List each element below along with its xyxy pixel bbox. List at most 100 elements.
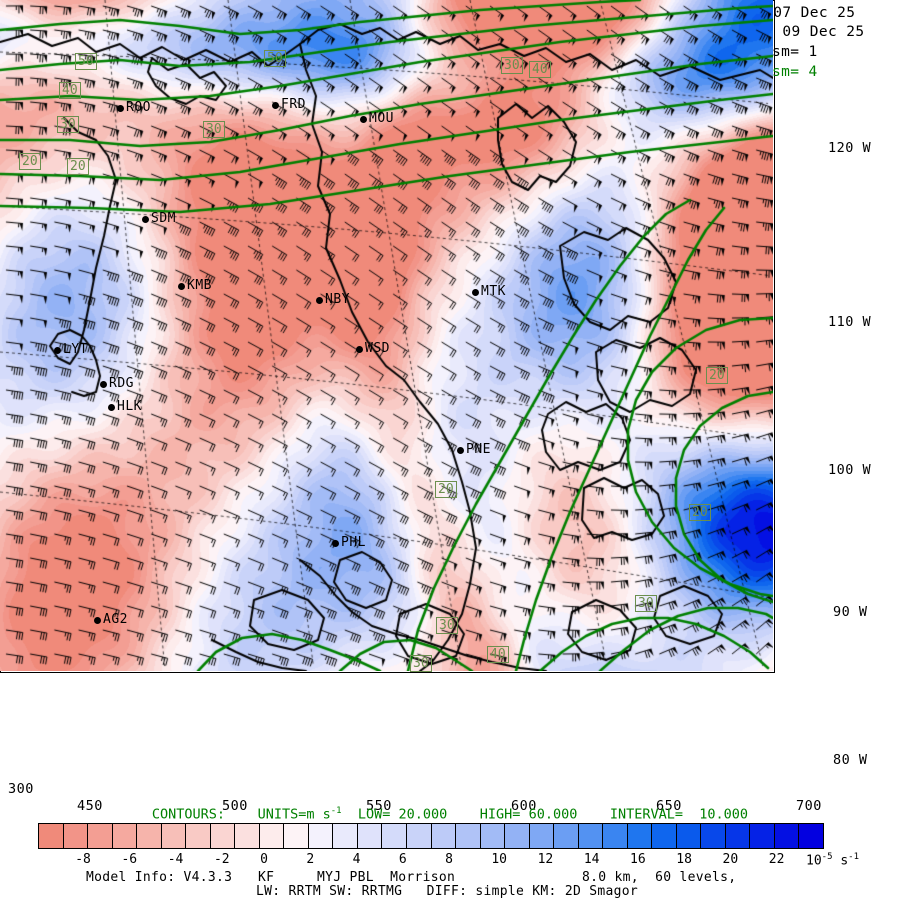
colorbar-cell-17 xyxy=(456,824,481,848)
colorbar-tick--4: -4 xyxy=(167,852,184,867)
colorbar-cell-26 xyxy=(676,824,702,848)
station-label: PNE xyxy=(466,442,491,457)
units-exponent: -1 xyxy=(330,806,342,816)
station-label: RDG xyxy=(109,376,134,391)
contour-label-20-10: 20 xyxy=(435,481,457,498)
colorbar-cell-20 xyxy=(529,824,555,848)
model-info-radiation-diff: LW: RRTM SW: RRTMG DIFF: simple KM: 2D S… xyxy=(256,884,638,899)
bottom-tick-label-5: 700 xyxy=(796,798,822,814)
contour-label-overlay: 50 40 30 30 20 20 50 30 20 20 20 30 30 40 30 40 xyxy=(19,50,728,672)
colorbar-tick-20: 20 xyxy=(722,852,739,867)
station-dot-icon xyxy=(108,404,115,411)
contour-label-50-0: 50 xyxy=(75,53,97,70)
station-dot-icon xyxy=(356,346,363,353)
colorbar-tick-18: 18 xyxy=(676,852,692,867)
colorbar-tick-8: 8 xyxy=(445,852,453,867)
colorbar-cell-4 xyxy=(137,824,162,848)
station-dot-icon xyxy=(332,540,339,547)
colorbar-cell-11 xyxy=(308,824,334,848)
colorbar-cell-19 xyxy=(505,824,530,848)
station-dot-icon xyxy=(178,283,185,290)
contour-info-line: CONTOURS: UNITS=m s-1 LOW= 20.000 HIGH= … xyxy=(0,806,900,823)
colorbar-cell-8 xyxy=(235,824,260,848)
colorbar-cell-21 xyxy=(554,824,579,848)
low-label: LOW= xyxy=(357,806,391,823)
station-label: LYT xyxy=(63,342,88,357)
contour-label-30-12: 30 xyxy=(436,617,458,634)
contour-label-20-5: 20 xyxy=(67,158,89,175)
colorbar-cell-27 xyxy=(701,824,726,848)
colorbar-cell-15 xyxy=(406,824,432,848)
interval-label: INTERVAL= xyxy=(609,806,684,823)
contour-label-20-4: 20 xyxy=(19,153,41,170)
colorbar-tick-labels: -8 -6 -4 -2 0 2 4 6 8 10 12 14 16 18 20 22 xyxy=(0,852,900,872)
bottom-tick-label-2: 550 xyxy=(366,798,392,814)
station-label: NBY xyxy=(325,292,350,307)
station-label: SDM xyxy=(151,211,176,226)
station-overlay: ROO FRD MOU SDM KMB NBY MTK WSD LYT RDG HLK PNE PHL A… xyxy=(54,97,506,627)
colorbar-units: 10-5 s-1 xyxy=(806,852,859,868)
colorbar-cell-23 xyxy=(603,824,628,848)
colorbar-tick-4: 4 xyxy=(352,852,361,867)
field-primary-smoothing: sm= 1 xyxy=(772,44,818,60)
contours-label: CONTOURS: xyxy=(151,806,226,823)
contour-label-50-6: 50 xyxy=(264,50,286,67)
colorbar-tick-6: 6 xyxy=(398,852,407,867)
colorbar-cell-1 xyxy=(63,824,89,848)
colorbar-cell-0 xyxy=(39,824,64,848)
colorbar-tick--2: -2 xyxy=(213,852,230,867)
colorbar-tick-22: 22 xyxy=(768,852,785,867)
contour-label-40-13: 40 xyxy=(487,646,509,663)
model-info-resolution: 8.0 km, 60 levels, xyxy=(582,870,737,885)
left-tick-label-4: 300 xyxy=(8,781,34,797)
station-dot-icon xyxy=(117,105,124,112)
contour-label-30-11: 30 xyxy=(635,595,657,612)
field-secondary-smoothing: sm= 4 xyxy=(772,64,818,80)
contour-label-30-7: 30 xyxy=(501,57,523,74)
colorbar-cell-14 xyxy=(382,824,407,848)
right-tick-label-3: 90 W xyxy=(833,604,868,620)
high-value: 60.000 xyxy=(528,806,578,823)
station-label: MOU xyxy=(369,111,394,126)
colorbar-cell-30 xyxy=(774,824,800,848)
bottom-tick-label-1: 500 xyxy=(222,798,248,814)
contour-label-20-9: 20 xyxy=(689,504,711,521)
station-dot-icon xyxy=(272,102,279,109)
station-label: KMB xyxy=(187,278,212,293)
low-value: 20.000 xyxy=(398,806,448,823)
colorbar-tick-10: 10 xyxy=(491,852,507,867)
colorbar-tick-14: 14 xyxy=(583,852,600,867)
right-tick-label-4: 80 W xyxy=(833,752,868,768)
units-exp: -5 xyxy=(821,852,833,862)
units-label: UNITS=m s xyxy=(257,806,331,823)
station-label: WSD xyxy=(365,341,390,356)
colorbar-cell-12 xyxy=(333,824,358,848)
colorbar-tick-12: 12 xyxy=(537,852,554,867)
station-dot-icon xyxy=(360,116,367,123)
colorbar-cell-24 xyxy=(627,824,653,848)
station-label: PHL xyxy=(341,535,366,550)
map-plot-area[interactable]: ROO FRD MOU SDM KMB NBY MTK WSD LYT RDG HLK PNE PHL A… xyxy=(0,0,775,673)
vorticity-wind-map-canvas[interactable] xyxy=(0,0,773,671)
colorbar-cell-7 xyxy=(210,824,236,848)
colorbar-cell-13 xyxy=(357,824,383,848)
colorbar-tick-0: 0 xyxy=(260,852,268,867)
vorticity-colorbar[interactable] xyxy=(38,823,824,849)
contour-label-40-15: 40 xyxy=(529,61,551,78)
high-label: HIGH= xyxy=(479,806,521,823)
units-suffix: s xyxy=(840,853,849,869)
colorbar-cell-28 xyxy=(725,824,751,848)
colorbar-cell-29 xyxy=(750,824,775,848)
colorbar-cell-25 xyxy=(652,824,677,848)
station-label: HLK xyxy=(117,399,142,414)
contour-label-30-2: 30 xyxy=(57,116,79,133)
model-info-cumulus: KF xyxy=(258,870,275,885)
right-tick-label-0: 120 W xyxy=(828,140,872,156)
model-info-version: Model Info: V4.3.3 xyxy=(86,870,233,885)
colorbar-tick--8: -8 xyxy=(75,852,91,867)
colorbar-cell-10 xyxy=(284,824,309,848)
colorbar-cell-9 xyxy=(259,824,285,848)
colorbar-cell-5 xyxy=(161,824,187,848)
station-dot-icon xyxy=(100,381,107,388)
station-label: MTK xyxy=(481,284,506,299)
